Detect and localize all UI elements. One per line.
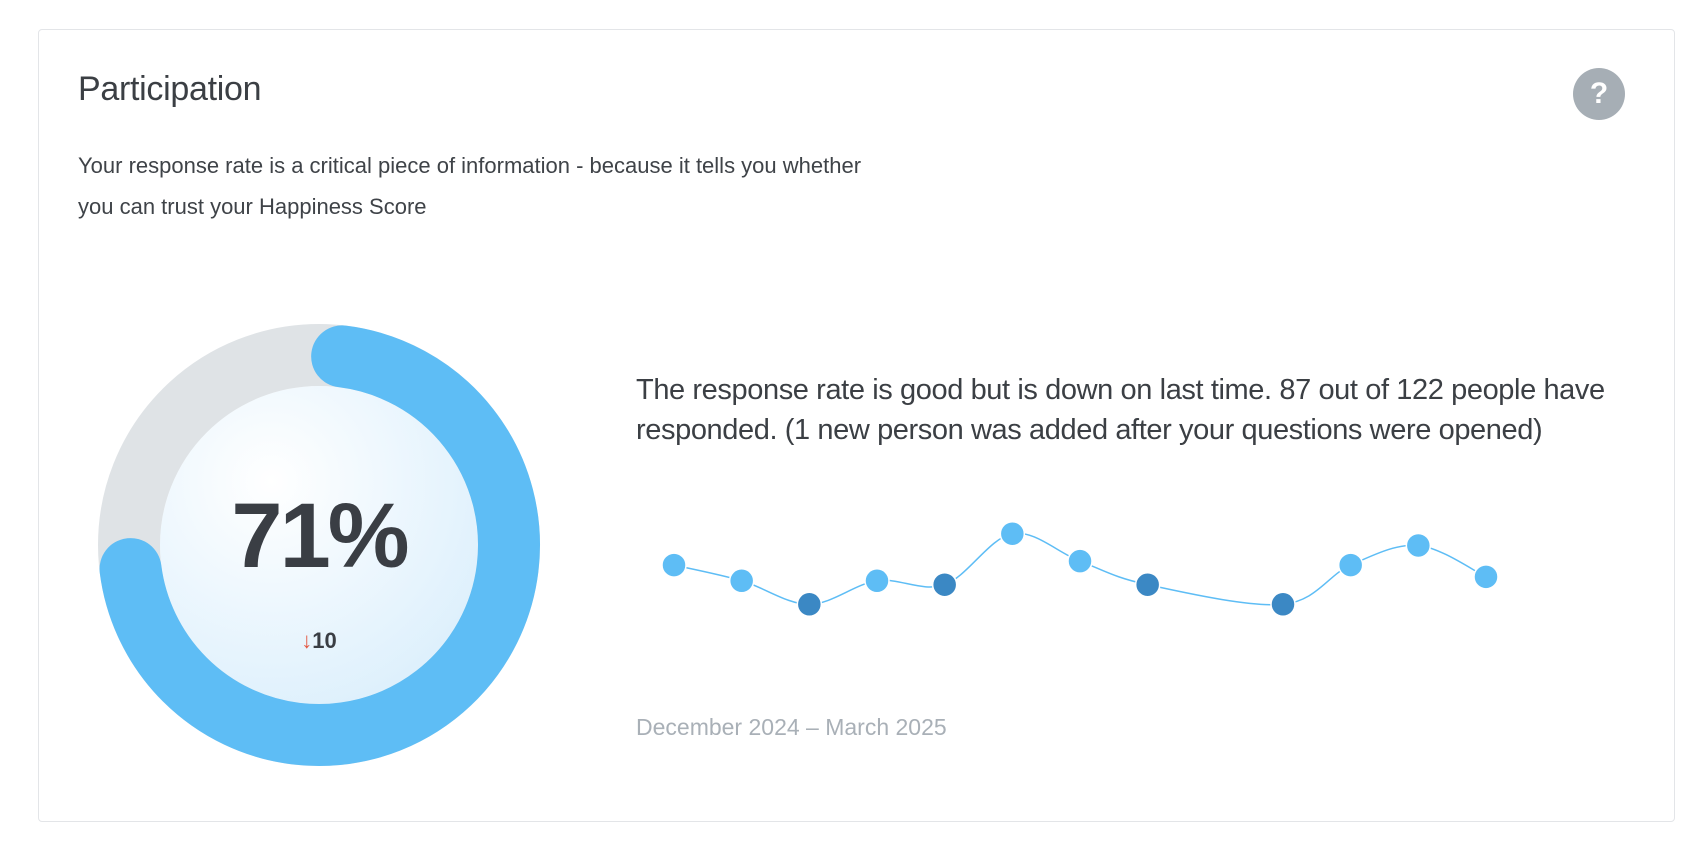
response-trend-chart — [661, 520, 1499, 618]
card-title: Participation — [78, 70, 262, 108]
trend-point-2[interactable] — [796, 591, 823, 618]
trend-point-0[interactable] — [661, 552, 687, 578]
trend-point-7[interactable] — [1134, 571, 1161, 598]
card-description: Your response rate is a critical piece o… — [78, 153, 862, 219]
trend-point-9[interactable] — [1337, 552, 1364, 578]
trend-point-3[interactable] — [864, 568, 890, 594]
change-value: 10 — [312, 628, 337, 653]
trend-point-1[interactable] — [728, 568, 755, 594]
down-arrow-icon: ↓ — [301, 628, 313, 653]
response-rate-value: 71% — [231, 485, 409, 587]
response-summary: The response rate is good but is down on… — [636, 374, 1605, 446]
trend-point-10[interactable] — [1405, 532, 1432, 559]
gauge-inner — [160, 386, 478, 704]
response-rate-gauge: 71% ↓10 — [79, 305, 559, 785]
response-rate-change: ↓10 — [79, 628, 559, 654]
date-range: December 2024 – March 2025 — [636, 714, 947, 740]
trend-point-5[interactable] — [999, 520, 1026, 547]
gauge-fill — [98, 324, 540, 766]
trend-point-4[interactable] — [931, 571, 958, 598]
participation-card: Participation ? Your response rate is a … — [38, 29, 1675, 822]
help-icon[interactable]: ? — [1573, 68, 1625, 120]
gauge-svg — [98, 324, 540, 766]
trend-point-11[interactable] — [1473, 564, 1499, 590]
trend-point-8[interactable] — [1270, 591, 1296, 618]
trend-point-6[interactable] — [1067, 548, 1093, 574]
